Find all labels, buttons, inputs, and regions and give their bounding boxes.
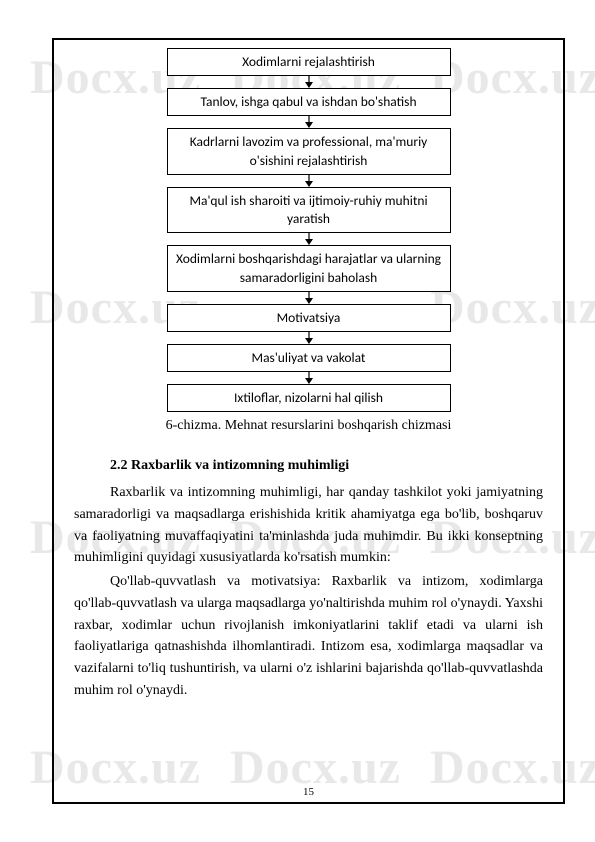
flow-arrow-icon [303,76,315,88]
section-title: 2.2 Raxbarlik va intizomning muhimligi [74,458,543,474]
flow-box: Xodimlarni rejalashtirish [167,48,451,76]
flowchart: Xodimlarni rejalashtirish Tanlov, ishga q… [74,48,543,412]
flow-arrow-icon [303,292,315,304]
page-content: Xodimlarni rejalashtirish Tanlov, ishga q… [52,38,565,804]
flow-box: Mas'uliyat va vakolat [167,344,451,372]
flow-arrow-icon [303,116,315,128]
paragraph: Raxbarlik va intizomning muhimligi, har … [74,482,543,569]
flow-box: Ma'qul ish sharoiti va ijtimoiy-ruhiy mu… [167,187,451,233]
flow-box: Ixtiloflar, nizolarni hal qilish [167,384,451,412]
flow-arrow-icon [303,372,315,384]
flow-arrow-icon [303,175,315,187]
flow-arrow-icon [303,332,315,344]
flow-box: Tanlov, ishga qabul va ishdan bo'shatish [167,88,451,116]
flow-arrow-icon [303,233,315,245]
paragraph: Qo'llab-quvvatlash va motivatsiya: Raxba… [74,571,543,701]
flow-box: Xodimlarni boshqarishdagi harajatlar va … [167,245,451,291]
flow-box: Motivatsiya [167,304,451,332]
page-number: 15 [52,786,565,798]
figure-caption: 6-chizma. Mehnat resurslarini boshqarish… [74,418,543,434]
flow-box: Kadrlarni lavozim va professional, ma'mu… [167,128,451,174]
